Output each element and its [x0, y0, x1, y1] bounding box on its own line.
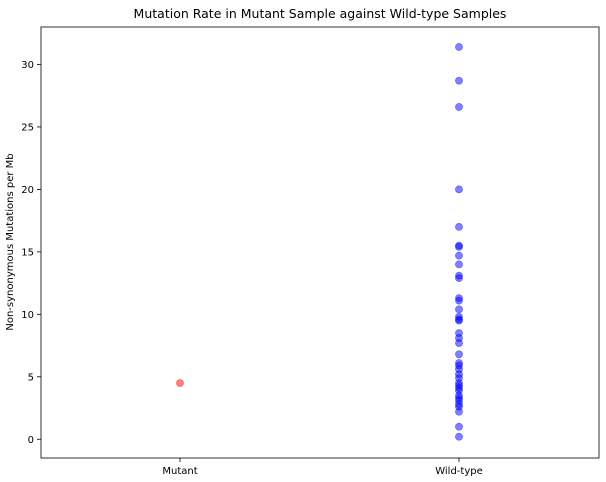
- y-tick-label: 0: [28, 435, 34, 446]
- x-tick-label: Mutant: [162, 466, 197, 477]
- data-point-wild-type: [455, 274, 463, 283]
- data-point-wild-type: [455, 339, 463, 347]
- data-point-wild-type: [455, 422, 463, 431]
- data-point-wild-type: [455, 316, 463, 325]
- y-axis: 0 5 10 15 20 25 30: [21, 60, 41, 446]
- chart-title: Mutation Rate in Mutant Sample against W…: [134, 6, 507, 21]
- plot-area-frame: [40, 26, 600, 459]
- x-tick-label: Wild-type: [435, 466, 483, 477]
- y-tick-label: 15: [21, 247, 34, 258]
- y-axis-label: Non-synonymous Mutations per Mb: [5, 153, 16, 330]
- data-point-mutant: [176, 379, 184, 387]
- data-points: [176, 43, 463, 441]
- x-axis: Mutant Wild-type: [162, 458, 483, 477]
- data-point-wild-type: [455, 251, 463, 260]
- data-point-wild-type: [455, 407, 463, 416]
- data-point-wild-type: [455, 260, 463, 269]
- y-tick-label: 10: [21, 310, 34, 321]
- data-point-wild-type: [455, 185, 463, 194]
- data-point-wild-type: [455, 242, 463, 251]
- y-tick-label: 30: [21, 60, 34, 71]
- data-point-wild-type: [455, 43, 463, 51]
- data-point-wild-type: [455, 296, 463, 305]
- y-tick-label: 20: [21, 185, 34, 196]
- data-point-wild-type: [455, 222, 463, 231]
- data-point-wild-type: [455, 76, 463, 85]
- data-point-wild-type: [455, 350, 463, 359]
- data-point-wild-type: [455, 305, 463, 314]
- y-tick-label: 5: [28, 372, 34, 383]
- data-point-wild-type: [455, 432, 463, 441]
- y-tick-label: 25: [21, 122, 34, 133]
- data-point-wild-type: [455, 103, 463, 111]
